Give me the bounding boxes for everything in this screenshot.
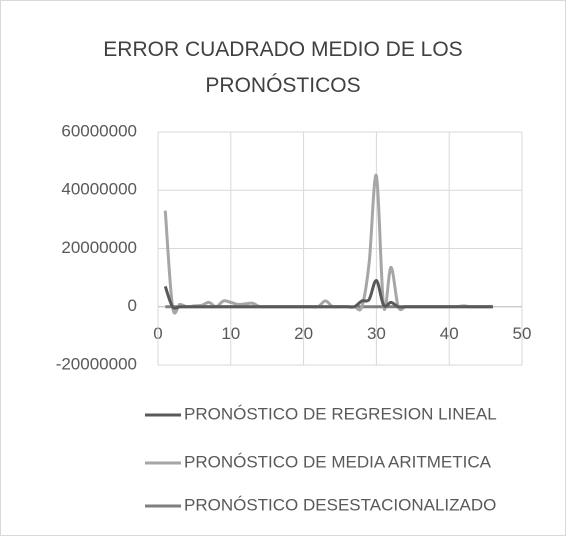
y-tick-label: 20000000 <box>61 238 137 257</box>
y-tick-label: 40000000 <box>61 180 137 199</box>
y-tick-label: -20000000 <box>56 354 137 373</box>
y-tick-label: 0 <box>128 296 137 315</box>
legend-label: PRONÓSTICO DE REGRESION LINEAL <box>184 404 497 423</box>
series-line <box>163 279 493 310</box>
y-tick-label: 60000000 <box>61 121 137 140</box>
chart-title: ERROR CUADRADO MEDIO DE LOS PRONÓSTICOS <box>103 38 463 97</box>
legend-label: PRONÓSTICO DESESTACIONALIZADO <box>184 495 496 514</box>
legend-label: PRONÓSTICO DE MEDIA ARITMETICA <box>184 452 492 471</box>
